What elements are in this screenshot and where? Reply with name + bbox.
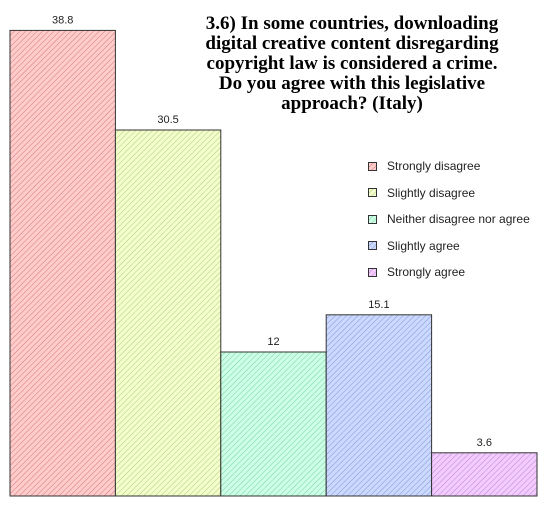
- legend-item-0: Strongly disagree: [368, 153, 530, 180]
- chart-legend: Strongly disagree Slightly disagree Neithe…: [368, 153, 530, 286]
- legend-label-3: Slightly agree: [387, 238, 460, 253]
- legend-swatch-2: [368, 214, 377, 224]
- legend-item-4: Strongly agree: [368, 259, 530, 286]
- bar-value-label-2: 12: [267, 336, 279, 348]
- chart-title: 3.6) In some countries, downloading digi…: [205, 13, 499, 114]
- legend-swatch-4: [368, 267, 377, 277]
- legend-swatch-0: [368, 161, 377, 171]
- bar-value-label-4: 3.6: [477, 437, 492, 449]
- bar-value-label-3: 15.1: [368, 299, 389, 311]
- legend-swatch-3: [368, 241, 377, 251]
- legend-label-2: Neither disagree nor agree: [387, 212, 530, 227]
- legend-item-1: Slightly disagree: [368, 180, 530, 207]
- bar-value-label-1: 30.5: [157, 114, 178, 126]
- bar-1: [114, 129, 222, 497]
- bar-2: [220, 351, 327, 497]
- legend-item-3: Slightly agree: [368, 233, 530, 260]
- legend-label-4: Strongly agree: [387, 265, 466, 280]
- legend-swatch-1: [368, 188, 377, 198]
- legend-label-1: Slightly disagree: [387, 185, 476, 200]
- bar-4: [431, 452, 538, 497]
- bar-value-label-0: 38.8: [52, 14, 73, 26]
- legend-item-2: Neither disagree nor agree: [368, 206, 530, 233]
- bar-3: [325, 314, 433, 497]
- legend-label-0: Strongly disagree: [387, 159, 481, 174]
- bar-0: [9, 29, 116, 497]
